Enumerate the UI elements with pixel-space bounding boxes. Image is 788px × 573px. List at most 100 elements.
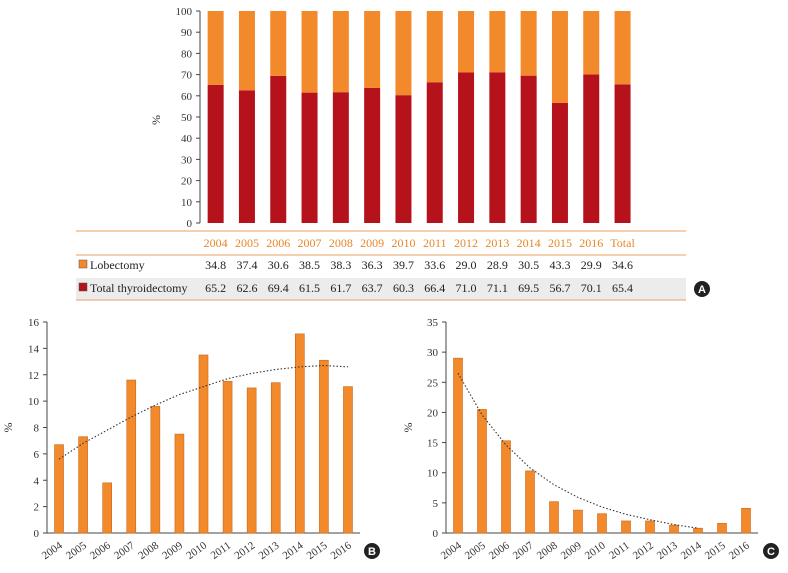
b-x-tick-label: 2014	[281, 539, 306, 562]
b-trendline	[58, 364, 348, 460]
b-x-tick-label: 2007	[112, 539, 137, 562]
a-bar-lobectomy	[489, 11, 506, 73]
a-table-cell: 29.0	[456, 258, 477, 272]
a-table-year-header: 2012	[454, 236, 478, 250]
a-bar-lobectomy	[426, 11, 443, 83]
b-x-tick-label: 2005	[64, 539, 89, 562]
c-y-tick-label: 15	[427, 438, 439, 450]
a-table-cell: 61.5	[299, 281, 320, 295]
c-x-tick-label: 2007	[511, 539, 536, 562]
a-table-cell: 71.1	[487, 281, 508, 295]
b-x-tick-label: 2016	[329, 539, 354, 562]
c-x-tick-label: 2004	[439, 539, 464, 562]
c-y-tick-label: 0	[433, 528, 439, 540]
a-y-axis-label: %	[149, 115, 163, 125]
a-bar-total-thyroidectomy	[489, 72, 506, 223]
a-table-cell: 28.9	[487, 258, 508, 272]
a-table-year-header: 2007	[298, 236, 322, 250]
a-bar-lobectomy	[301, 11, 318, 93]
a-table-cell: 37.4	[236, 258, 257, 272]
c-bar	[549, 501, 559, 534]
a-table-cell: 70.1	[581, 281, 602, 295]
a-bar-lobectomy	[551, 11, 568, 103]
c-x-tick-label: 2015	[703, 539, 728, 562]
a-bar-total-thyroidectomy	[270, 75, 287, 223]
a-legend-label: Lobectomy	[90, 258, 145, 272]
b-x-tick-label: 2006	[88, 539, 113, 562]
a-table-row-shade	[76, 278, 686, 300]
b-bar	[150, 406, 161, 534]
a-table-year-header: 2010	[391, 236, 415, 250]
a-table-year-header: 2004	[204, 236, 228, 250]
c-y-tick-label: 5	[433, 498, 439, 510]
a-table-cell: 62.6	[236, 281, 257, 295]
b-y-axis-label: %	[1, 423, 15, 433]
a-table-year-header: 2005	[235, 236, 259, 250]
b-bar	[343, 386, 353, 534]
a-table-cell: 69.4	[268, 281, 289, 295]
a-bar-lobectomy	[614, 11, 631, 85]
b-bar	[246, 387, 257, 534]
a-bar-lobectomy	[395, 11, 412, 96]
c-bar	[453, 357, 463, 534]
a-panel-label: A	[698, 284, 706, 296]
a-bar-total-thyroidectomy	[364, 87, 381, 224]
b-bar	[270, 382, 281, 534]
a-table-year-header: 2014	[517, 236, 541, 250]
c-x-tick-label: 2013	[655, 539, 680, 562]
c-x-tick-label: 2016	[727, 539, 752, 562]
b-bar	[319, 359, 329, 534]
b-panel-badge	[364, 543, 380, 559]
c-bar	[597, 513, 607, 534]
c-bar	[573, 509, 583, 534]
c-x-tick-label: 2011	[607, 540, 632, 562]
a-bar-total-thyroidectomy	[207, 84, 224, 223]
a-y-tick-label: 30	[181, 154, 193, 166]
c-bar	[477, 409, 487, 534]
c-y-axis-label: %	[401, 423, 415, 433]
a-bar-total-thyroidectomy	[301, 92, 318, 224]
b-bar	[222, 381, 233, 534]
b-x-tick-label: 2010	[184, 539, 209, 562]
c-y-tick-label: 10	[427, 468, 439, 480]
c-bar	[741, 507, 751, 534]
c-x-tick-label: 2014	[679, 539, 704, 562]
c-y-tick-label: 20	[427, 407, 439, 419]
a-table-year-header: 2015	[548, 236, 572, 250]
a-table-cell: 63.7	[362, 281, 383, 295]
a-y-tick-label: 100	[176, 6, 193, 18]
b-y-tick-label: 4	[34, 475, 40, 487]
a-table-cell: 71.0	[456, 281, 477, 295]
c-panel-label: C	[767, 546, 775, 558]
a-table-year-header: 2006	[266, 236, 290, 250]
c-bar	[501, 440, 511, 534]
c-bar	[693, 527, 703, 534]
a-table-cell: 65.2	[205, 281, 226, 295]
a-table-cell: 65.4	[612, 281, 633, 295]
a-table-year-header: 2008	[329, 236, 353, 250]
b-bar	[102, 482, 112, 534]
a-y-tick-label: 20	[181, 176, 193, 188]
b-y-tick-label: 10	[28, 396, 40, 408]
b-x-tick-label: 2004	[40, 539, 65, 562]
c-trendline	[457, 372, 699, 529]
a-bar-lobectomy	[458, 11, 475, 73]
a-bar-lobectomy	[207, 11, 224, 85]
b-bar	[295, 333, 305, 534]
a-bar-total-thyroidectomy	[332, 92, 349, 223]
a-table-cell: 39.7	[393, 258, 414, 272]
a-bar-lobectomy	[332, 11, 349, 93]
b-x-tick-label: 2015	[305, 539, 330, 562]
b-x-tick-label: 2013	[257, 539, 282, 562]
c-panel-badge	[763, 543, 779, 559]
b-panel-label: B	[368, 546, 376, 558]
c-x-tick-label: 2008	[535, 539, 560, 562]
a-bar-lobectomy	[583, 11, 600, 75]
a-table-cell: 66.4	[424, 281, 445, 295]
a-bar-total-thyroidectomy	[551, 102, 568, 223]
a-table-cell: 33.6	[424, 258, 445, 272]
a-table-year-header: 2009	[360, 236, 384, 250]
a-legend-swatch	[78, 259, 88, 269]
c-bar	[645, 520, 655, 534]
